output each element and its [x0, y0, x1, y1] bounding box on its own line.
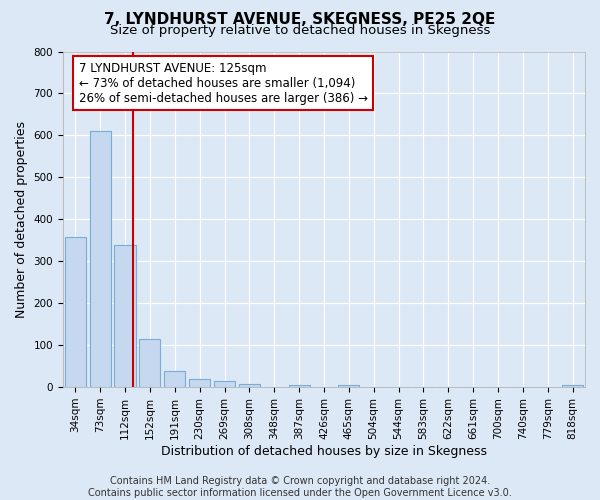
Bar — [289, 385, 310, 387]
Text: 7 LYNDHURST AVENUE: 125sqm
← 73% of detached houses are smaller (1,094)
26% of s: 7 LYNDHURST AVENUE: 125sqm ← 73% of deta… — [79, 62, 368, 104]
Bar — [139, 339, 160, 387]
Y-axis label: Number of detached properties: Number of detached properties — [15, 121, 28, 318]
Text: 7, LYNDHURST AVENUE, SKEGNESS, PE25 2QE: 7, LYNDHURST AVENUE, SKEGNESS, PE25 2QE — [104, 12, 496, 28]
Bar — [214, 381, 235, 387]
Text: Contains HM Land Registry data © Crown copyright and database right 2024.
Contai: Contains HM Land Registry data © Crown c… — [88, 476, 512, 498]
Bar — [164, 371, 185, 387]
Bar — [189, 378, 210, 387]
Text: Size of property relative to detached houses in Skegness: Size of property relative to detached ho… — [110, 24, 490, 37]
Bar — [89, 131, 111, 387]
Bar — [239, 384, 260, 387]
Bar — [65, 238, 86, 387]
Bar — [338, 386, 359, 387]
Bar — [562, 385, 583, 387]
Bar — [115, 246, 136, 387]
X-axis label: Distribution of detached houses by size in Skegness: Distribution of detached houses by size … — [161, 444, 487, 458]
